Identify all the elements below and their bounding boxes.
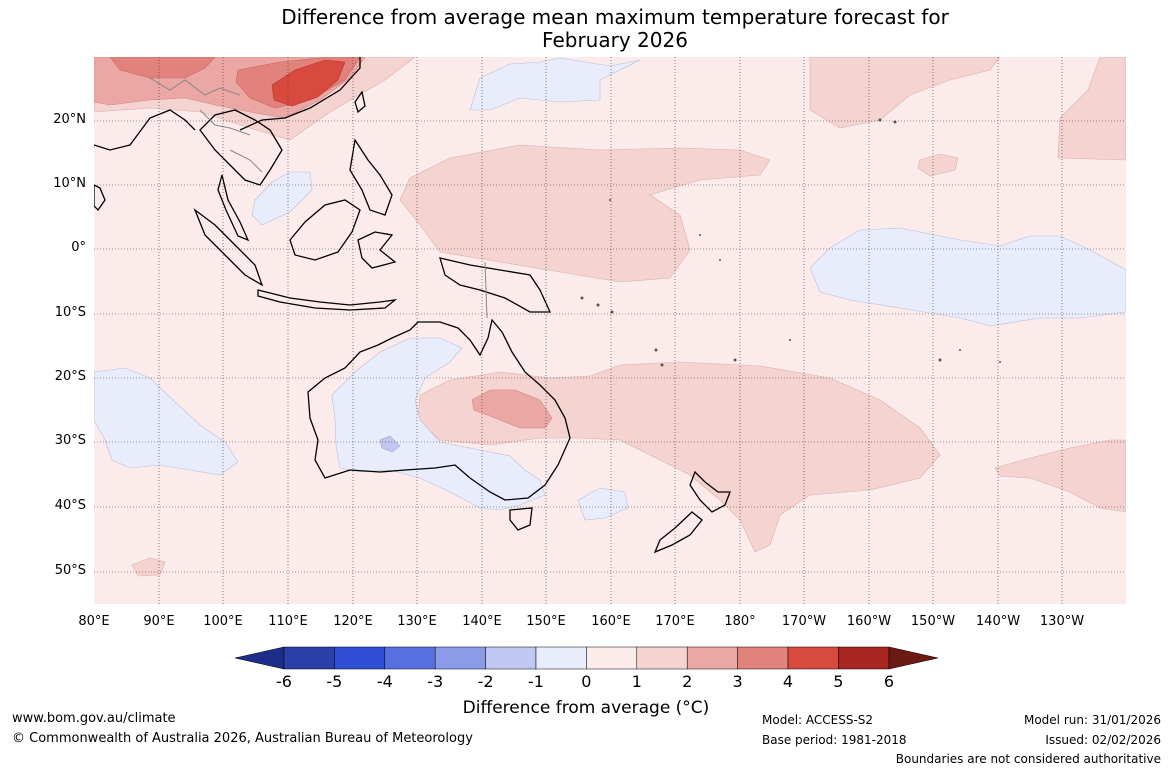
lon-label: 180° — [724, 614, 756, 629]
coastline-sulawesi — [357, 231, 397, 269]
lat-label: 0° — [71, 240, 86, 255]
coastlines — [94, 57, 731, 554]
colorbar-segment — [535, 646, 587, 670]
anomaly-region-small-1to2 — [917, 153, 959, 177]
model-name: Model: ACCESS-S2 — [762, 713, 874, 727]
colorbar-tick: -2 — [477, 672, 494, 691]
lon-label: 130°W — [1039, 614, 1085, 629]
chart-title-line1: Difference from average mean maximum tem… — [281, 5, 949, 29]
coastline-taiwan — [354, 90, 366, 114]
website-link[interactable]: www.bom.gov.au/climate — [12, 711, 176, 726]
coastline-indochina — [199, 109, 283, 186]
colorbar — [234, 646, 939, 670]
colorbar-tick: 1 — [631, 672, 642, 691]
colorbar-tick: 3 — [732, 672, 743, 691]
lon-label: 130°E — [397, 614, 437, 629]
lon-label: 140°W — [975, 614, 1021, 629]
anomaly-region-australia-2to3 — [471, 389, 553, 429]
colorbar-segment — [636, 646, 688, 670]
lon-label: 160°E — [591, 614, 631, 629]
anomaly-region-nw-pacific-neg — [469, 57, 641, 111]
anomaly-region-sw-small-1to2 — [131, 557, 166, 577]
lat-label: 10°N — [53, 176, 86, 191]
lon-label: 120°E — [333, 614, 373, 629]
coastline-tasmania — [509, 507, 533, 531]
coastline-nz-south — [653, 511, 703, 554]
coastline-australia — [307, 318, 571, 501]
anomaly-region-china-3to4 — [109, 57, 216, 79]
anomaly-region-farne-1to2 — [1057, 57, 1126, 161]
copyright-text: © Commonwealth of Australia 2026, Austra… — [12, 731, 473, 746]
coastline-sumatra — [193, 208, 264, 287]
coastline-srilanka — [94, 184, 106, 212]
lon-label: 150°E — [526, 614, 566, 629]
colorbar-tick: -4 — [376, 672, 393, 691]
colorbar-tick: 5 — [833, 672, 844, 691]
colorbar-segment — [334, 646, 386, 670]
disclaimer: Boundaries are not considered authoritat… — [895, 752, 1161, 766]
lon-label: 110°E — [268, 614, 308, 629]
coastline-borneo — [289, 199, 361, 261]
colorbar-segment — [838, 646, 890, 670]
colorbar-segment — [384, 646, 436, 670]
anomaly-region-sw-wa-neg-1to2 — [379, 435, 401, 453]
model-run-date: Model run: 31/01/2026 — [1023, 713, 1161, 727]
lat-label: 20°S — [54, 369, 86, 384]
chart-title-line2: February 2026 — [542, 28, 688, 52]
colorbar-tick: 4 — [782, 672, 794, 691]
lon-label: 140°E — [462, 614, 502, 629]
colorbar-tick: -5 — [326, 672, 343, 691]
coastline-malay-peninsula — [217, 174, 250, 242]
colorbar-tick: 0 — [581, 672, 592, 691]
coastline-philippines — [349, 138, 393, 216]
colorbar-segment — [737, 646, 789, 670]
colorbar-segment — [686, 646, 738, 670]
anomaly-region-australia-1to2 — [417, 361, 941, 553]
lat-label: 10°S — [54, 305, 86, 320]
coastline-nz-north — [689, 470, 731, 513]
colorbar-segment — [485, 646, 537, 670]
anomaly-region-indian-neg — [94, 367, 239, 476]
colorbar-tick: -6 — [276, 672, 292, 691]
colorbar-extend-low — [234, 646, 285, 670]
lon-label: 90°E — [143, 614, 175, 629]
anomaly-background — [94, 57, 1126, 604]
lon-label: 100°E — [203, 614, 243, 629]
lon-label: 80°E — [78, 614, 110, 629]
lat-label: 50°S — [54, 563, 86, 578]
colorbar-tick: 2 — [682, 672, 693, 691]
colorbar-segment — [787, 646, 839, 670]
anomaly-region-sechina-4to5 — [271, 59, 346, 107]
colorbar-title: Difference from average (°C) — [462, 698, 710, 718]
lon-label: 150°W — [910, 614, 956, 629]
lon-label: 170°W — [781, 614, 827, 629]
anomaly-region-se-pacific-1to2 — [994, 439, 1126, 513]
colorbar-tick: -1 — [528, 672, 544, 691]
colorbar-tick: 6 — [883, 672, 895, 691]
anomaly-region-nepacific-1to2 — [809, 57, 1001, 129]
anomaly-region-epacific-neg — [809, 227, 1126, 327]
issued-date: Issued: 02/02/2026 — [1045, 733, 1161, 747]
anomaly-region-wpacific-1to2 — [399, 144, 771, 283]
lon-label: 170°E — [655, 614, 695, 629]
colorbar-segment — [283, 646, 335, 670]
base-period: Base period: 1981-2018 — [762, 733, 907, 747]
anomaly-region-tasman-neg — [577, 487, 629, 521]
lon-label: 160°W — [846, 614, 892, 629]
anomaly-region-scs-neg — [251, 171, 313, 226]
colorbar-tick: -3 — [427, 672, 444, 691]
lat-label: 40°S — [54, 498, 86, 513]
lat-label: 30°S — [54, 433, 86, 448]
coastline-china — [239, 57, 361, 131]
coastline-india-bay — [94, 109, 196, 151]
colorbar-segment — [434, 646, 486, 670]
coastline-new-guinea — [439, 257, 552, 313]
lat-label: 20°N — [53, 112, 86, 127]
graticule — [94, 57, 1126, 604]
coastline-java — [257, 289, 398, 311]
country-borders — [149, 77, 488, 319]
colorbar-segment — [586, 646, 638, 670]
colorbar-extend-high — [888, 646, 939, 670]
